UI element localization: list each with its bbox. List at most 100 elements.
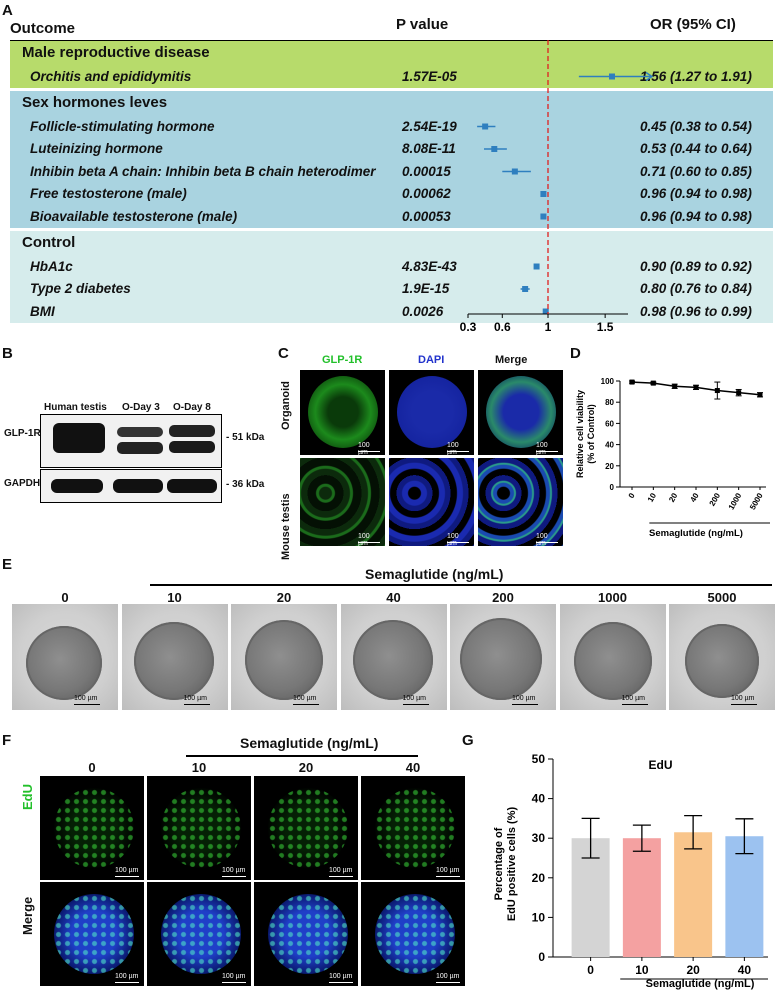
header-rule [10,40,773,41]
row-label-edu: EdU [20,784,35,810]
dose-label: 20 [276,590,292,605]
bar [674,832,713,957]
scale-bar: 100 µm [183,695,210,705]
or-ci: 0.96 (0.94 to 0.98) [640,208,752,224]
bar [725,836,764,957]
organoid [573,622,652,700]
organoid [375,788,455,868]
group-band [10,231,773,323]
header-rule-f [186,755,418,757]
forest-tick-label: 0.3 [460,320,477,334]
band-gapdh-lane2 [113,479,163,493]
p-value: 4.83E-43 [402,258,457,274]
merge-image: 100 µm [40,882,144,986]
if-organoid-glp1r: 100 µm [300,370,385,455]
x-tick-label: 40 [738,963,752,977]
or-point [542,308,549,315]
scale-bar: 100 µm [731,695,757,705]
dose-label: 5000 [707,590,737,605]
p-value: 0.00053 [402,208,451,224]
group-title: Male reproductive disease [22,44,210,61]
organoid [161,788,241,868]
x-tick-label: 5000 [748,491,765,511]
y-tick-label: 20 [605,462,614,471]
y-tick-label: 60 [605,419,614,428]
x-tick-label: 10 [635,963,649,977]
scale-bar: 100 µm [74,695,100,705]
brightfield-image: 100 µm [231,604,337,710]
data-point [757,392,763,398]
scale-bar: 100 µm [115,973,139,983]
or-ci: 0.98 (0.96 to 0.99) [640,303,752,319]
x-tick-label: 20 [686,963,700,977]
bar [622,838,661,957]
blot-gapdh [40,469,222,503]
panel-c-label: C [278,345,289,362]
channel-glp1r: GLP-1R [322,354,363,366]
data-point [693,384,699,390]
lane-label-2: O-Day 3 [122,402,160,413]
if-organoid-merge: 100 µm [478,370,563,455]
or-ci: 0.71 (0.60 to 0.85) [640,163,752,179]
forest-tick-label: 1 [545,320,552,334]
or-point [511,168,518,175]
p-value: 8.08E-11 [402,141,456,156]
scale-bar: 100 µm [293,695,319,705]
header-rule-e [150,584,772,586]
y-tick-label: 0 [538,950,545,964]
data-point [672,383,678,389]
y-tick-label: 100 [601,377,615,386]
or-ci: 0.80 (0.76 to 0.84) [640,281,752,296]
group-band [10,91,773,228]
scale-bar: 100 µm [436,867,460,877]
dose-label: 10 [191,760,207,775]
semaglutide-header-e: Semaglutide (ng/mL) [365,566,504,582]
scale-bar: 100 µm [447,533,469,546]
band-glp1r-lane3-upper [169,425,215,437]
or-ci: 0.90 (0.89 to 0.92) [640,258,752,274]
scale-bar: 100 µm [358,442,380,455]
organoid [54,894,134,974]
brightfield-image: 100 µm [669,604,775,710]
y-tick-label: 30 [532,831,546,845]
x-tick-label: 1000 [727,491,744,511]
or-ci: 0.96 (0.94 to 0.98) [640,186,752,201]
x-tick-label: 10 [646,491,659,504]
band-glp1r-lane1 [53,423,105,453]
organoid [685,624,759,698]
p-value: 0.00015 [402,163,451,179]
x-axis-label: Semaglutide (ng/mL) [646,978,755,990]
scale-bar: 100 µm [222,973,246,983]
if-testis-dapi: 100 µm [389,458,474,546]
lane-label-1: Human testis [44,402,107,413]
band-glp1r-lane2-lower [117,442,163,454]
forest-tick-label: 0.6 [494,320,511,334]
y-axis-label: Percentage ofEdU positive cells (%) [493,807,518,922]
dose-label: 0 [61,590,69,605]
x-axis-label: Semaglutide (ng/mL) [649,528,743,539]
organoid [54,788,134,868]
edu-image: 100 µm [147,776,251,880]
organoid [133,622,214,700]
organoid [245,620,323,700]
panel-g-label: G [462,732,474,749]
y-tick-label: 80 [605,398,614,407]
dose-label: 20 [298,760,314,775]
scale-bar: 100 µm [329,973,353,983]
size-label-gapdh: - 36 kDa [226,479,265,490]
outcome-name: Follicle-stimulating hormone [30,118,215,134]
brightfield-image: 100 µm [450,604,556,710]
dose-label: 10 [167,590,182,605]
merge-image: 100 µm [147,882,251,986]
x-tick-label: 200 [708,491,723,508]
dose-label: 0 [88,760,96,775]
y-tick-label: 40 [532,792,546,806]
edu-image: 100 µm [361,776,465,880]
outcome-name: Orchitis and epididymitis [30,68,192,84]
y-tick-label: 40 [605,441,614,450]
band-gapdh-lane3 [167,479,217,493]
y-tick-label: 0 [610,483,615,492]
band-glp1r-lane2-upper [117,427,163,437]
brightfield-image: 100 µm [559,604,666,710]
